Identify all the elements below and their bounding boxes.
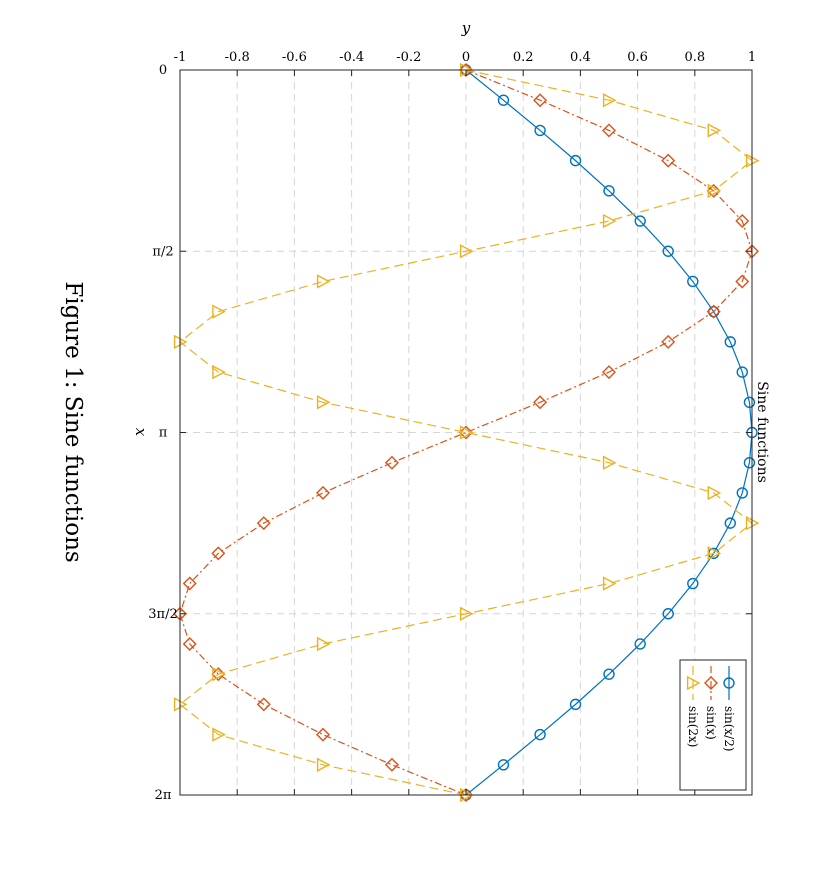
data-point [724, 336, 736, 348]
data-point [661, 334, 676, 349]
data-point [459, 244, 474, 259]
data-point [736, 366, 748, 378]
data-point [256, 516, 271, 531]
legend-entry-2: sin(x) [704, 666, 718, 740]
data-point [533, 93, 548, 108]
data-point [212, 667, 226, 682]
data-point [569, 154, 582, 167]
data-point [724, 517, 736, 529]
legend-entries: sin(x/2) sin(x) sin(2x) [686, 666, 736, 752]
data-point [707, 305, 720, 318]
data-point [602, 455, 617, 470]
y-tick-label: -0.2 [396, 50, 421, 65]
legend: sin(x/2) sin(x) sin(2x) [679, 659, 747, 791]
data-point [212, 364, 226, 380]
data-point [534, 124, 546, 137]
x-tick-label: 2π [155, 788, 172, 803]
y-tick-label: 0.2 [513, 50, 534, 65]
x-tick-label: 0 [159, 63, 167, 78]
data-point [687, 577, 699, 590]
y-axis-label: y [461, 19, 471, 37]
data-point [459, 606, 474, 621]
legend-marker [704, 676, 718, 690]
data-point [316, 727, 330, 742]
data-point [316, 636, 331, 652]
chart-title: Sine functions [754, 381, 770, 483]
data-point [735, 274, 750, 289]
data-point [634, 215, 646, 227]
data-point [212, 304, 226, 319]
data-point [603, 668, 615, 680]
axis-ticks: 0 π/2 π 3π/2 2π -1 -0.8 -0.6 -0.4 -0.2 0 0.2 0.4 0.6 0… [148, 50, 756, 803]
x-tick-label: π/2 [152, 244, 173, 259]
data-point [743, 396, 756, 408]
y-tick-label: -0.6 [282, 50, 307, 65]
data-point [735, 214, 750, 229]
series-line [179, 69, 753, 796]
data-point [256, 697, 271, 712]
x-tick-label: 3π/2 [148, 607, 177, 622]
data-point [569, 698, 582, 711]
data-point [662, 245, 674, 257]
data-point [384, 757, 399, 772]
data-point [603, 185, 615, 197]
y-tick-label: -1 [174, 50, 187, 65]
data-point [316, 485, 330, 500]
legend-label: sin(x/2) [722, 706, 736, 752]
data-point [316, 274, 331, 289]
data-point [534, 728, 546, 741]
legend-marker [686, 675, 701, 691]
data-point [707, 183, 722, 198]
data-point [687, 275, 699, 288]
legend-label: sin(2x) [686, 706, 700, 748]
data-point [212, 727, 226, 742]
data-point [182, 636, 197, 651]
data-point [602, 123, 616, 138]
legend-entry-3: sin(2x) [686, 666, 701, 748]
legend-marker [723, 677, 735, 689]
data-point [497, 94, 510, 106]
data-point [736, 487, 748, 499]
data-point [634, 638, 646, 650]
y-tick-label: 0.6 [627, 50, 648, 65]
data-point [707, 546, 722, 561]
x-tick-label: π [159, 426, 168, 441]
data-point [602, 576, 617, 591]
data-point [182, 576, 197, 591]
data-point [602, 365, 616, 380]
data-point [707, 123, 722, 138]
data-point [384, 455, 399, 470]
data-point [173, 606, 187, 621]
data-point [316, 395, 331, 410]
y-tick-label: 0.4 [570, 50, 591, 65]
y-tick-label: 1 [748, 50, 756, 65]
series-3 [173, 62, 760, 803]
data-point [707, 485, 722, 501]
data-point [743, 457, 756, 469]
data-point [706, 304, 721, 319]
y-tick-label: 0 [462, 50, 470, 65]
legend-entry-1: sin(x/2) [722, 666, 736, 752]
grid [180, 70, 752, 795]
data-point [662, 608, 674, 620]
data-point [602, 93, 617, 108]
x-axis-label: x [132, 428, 150, 437]
data-point [459, 425, 474, 440]
data-point [661, 153, 676, 168]
data-point [497, 759, 510, 771]
data-point [602, 213, 617, 229]
data-point [533, 395, 548, 410]
rotated-chart: 0 π/2 π 3π/2 2π -1 -0.8 -0.6 -0.4 -0.2 0 0.2 0.4 0.6 0… [132, 19, 770, 803]
figure-caption: Figure 1: Sine functions [60, 281, 86, 562]
data-point [211, 546, 226, 561]
y-tick-label: -0.4 [339, 50, 364, 65]
legend-label: sin(x) [704, 706, 718, 740]
data-point [316, 757, 331, 772]
y-tick-label: 0.8 [684, 50, 705, 65]
y-tick-label: -0.8 [225, 50, 250, 65]
